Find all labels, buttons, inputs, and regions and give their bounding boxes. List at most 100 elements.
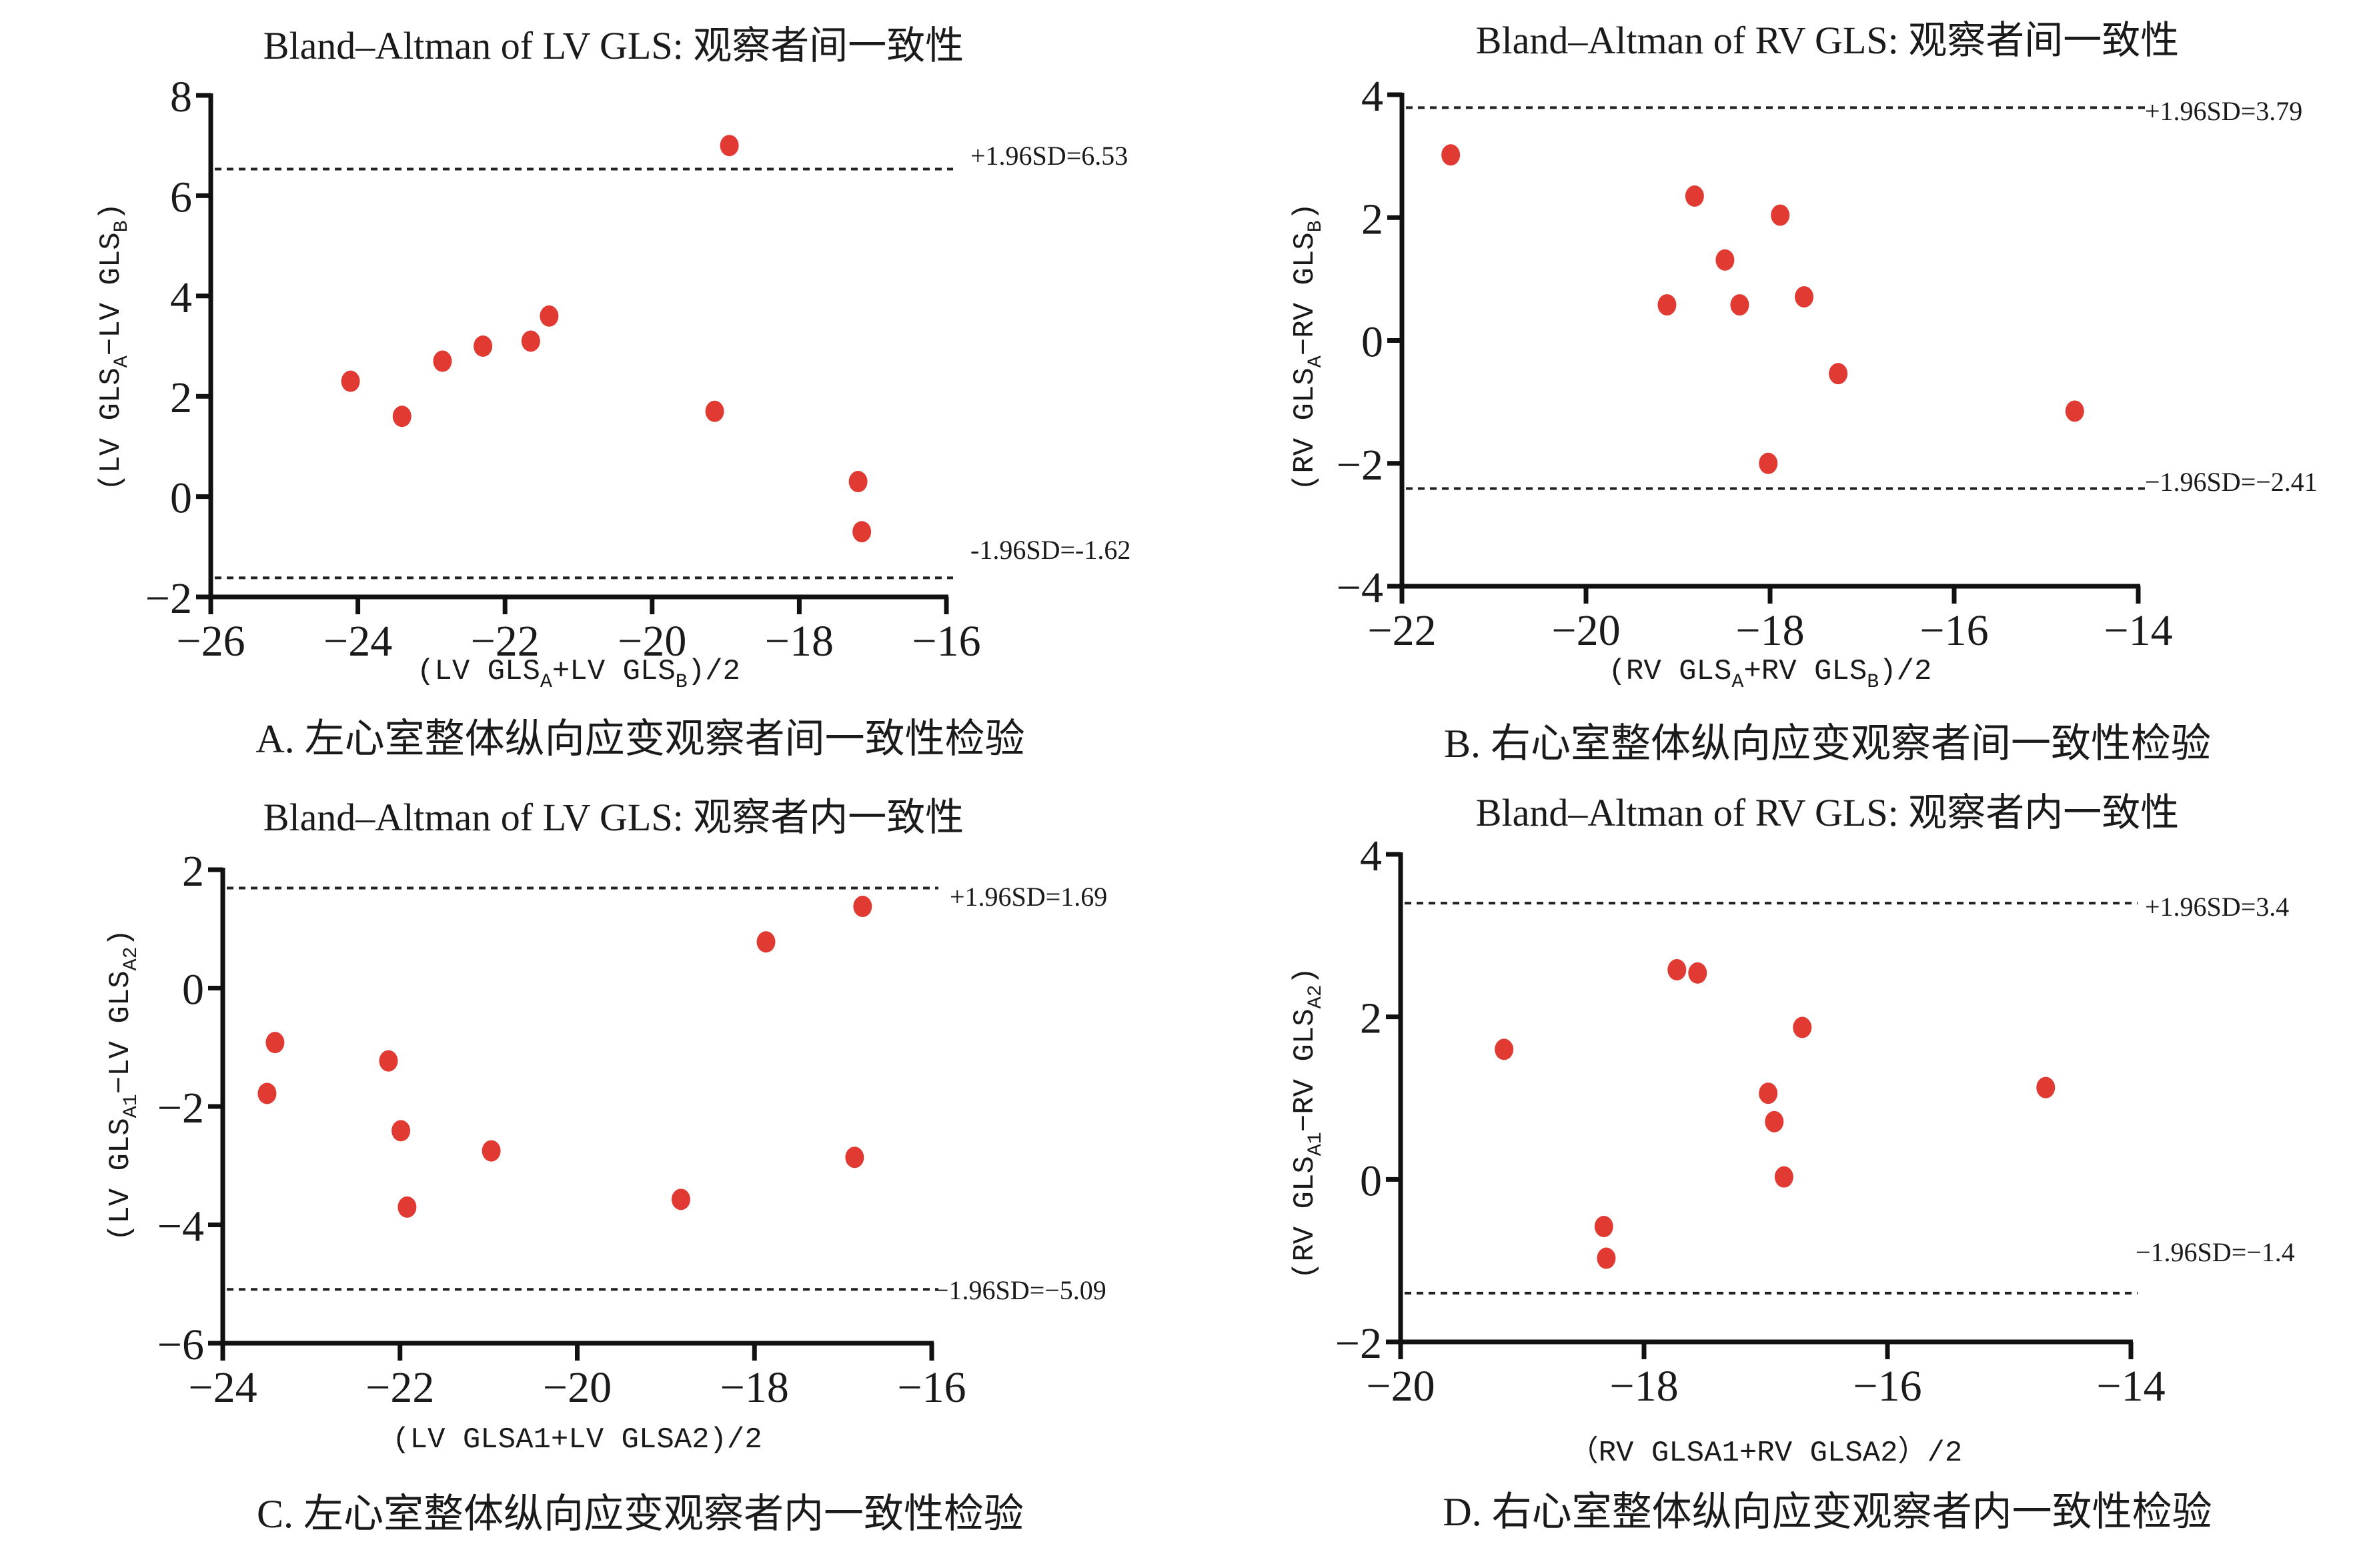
label-part: ) (95, 203, 128, 220)
x-tick-label: −18 (765, 617, 834, 666)
label-part: (LV GLS (417, 655, 540, 688)
label-subscript: B (1305, 220, 1327, 232)
x-tick-label: −18 (1735, 606, 1804, 655)
y-tick-label: 4 (1360, 832, 1382, 880)
label-part: +LV GLS (552, 655, 676, 688)
upper-loa-label: +1.96SD=1.69 (950, 882, 1107, 912)
data-point (756, 931, 776, 953)
panel-caption: A. 左心室整体纵向应变观察者间一致性检验 (255, 717, 1024, 761)
lower-loa-label: −1.96SD=−5.09 (934, 1275, 1106, 1305)
y-tick-label: −2 (1335, 1319, 1382, 1368)
y-tick-label: 2 (182, 847, 204, 896)
data-point (1765, 1110, 1784, 1132)
data-point (482, 1140, 501, 1162)
label-subscript: A2 (120, 946, 143, 970)
y-tick-label: −2 (157, 1084, 204, 1132)
x-tick-label: −18 (720, 1363, 789, 1412)
data-point (720, 135, 739, 157)
label-part: (RV GLS (1609, 655, 1732, 688)
label-subscript: A (1731, 671, 1743, 694)
data-point (341, 370, 360, 392)
x-tick-label: −16 (912, 617, 980, 666)
label-subscript: B (1867, 671, 1879, 694)
panel-caption: C. 左心室整体纵向应变观察者内一致性检验 (257, 1492, 1024, 1536)
label-part: −RV GLS (1289, 232, 1322, 355)
data-point (1829, 363, 1848, 385)
data-point (1594, 1215, 1613, 1237)
y-tick-label: 0 (170, 474, 192, 523)
data-point (1759, 1082, 1778, 1104)
label-part: −LV GLS (95, 232, 128, 355)
y-tick-label: 2 (1361, 195, 1383, 243)
data-point (2065, 400, 2084, 422)
label-part: (LV GLS (104, 1118, 137, 1241)
panel-c: Bland–Altman of LV GLS: 观察者内一致性−6−4−202−… (104, 796, 1107, 1536)
y-tick-label: 2 (170, 373, 192, 422)
x-tick-label: −14 (2096, 1362, 2165, 1411)
data-point (1730, 294, 1749, 316)
chart-title: Bland–Altman of RV GLS: 观察者内一致性 (1476, 791, 2179, 834)
label-part: −LV GLS (104, 970, 137, 1094)
data-point (1771, 204, 1790, 226)
y-axis-label: (LV GLSA1−LV GLSA2) (104, 929, 143, 1241)
data-point (848, 471, 868, 493)
label-part: (RV GLS (1289, 1156, 1322, 1279)
x-tick-label: −22 (365, 1363, 434, 1412)
label-part: (LV GLS (95, 367, 128, 491)
data-point (1759, 452, 1778, 474)
x-tick-label: −16 (1919, 606, 1988, 655)
lower-loa-label: −1.96SD=−2.41 (2145, 467, 2318, 497)
y-axis-label: (RV GLSA1−RV GLSA2) (1289, 967, 1327, 1279)
data-point (1715, 249, 1735, 271)
label-part: )/2 (1879, 655, 1931, 688)
y-tick-label: 8 (170, 73, 192, 121)
data-point (671, 1189, 690, 1211)
panel-caption: B. 右心室整体纵向应变观察者间一致性检验 (1444, 722, 2211, 766)
data-point (1667, 959, 1687, 981)
data-point (1685, 185, 1704, 207)
x-tick-label: −22 (1367, 606, 1436, 655)
label-subscript: A2 (1305, 984, 1327, 1008)
chart-title: Bland–Altman of LV GLS: 观察者内一致性 (263, 796, 964, 839)
data-point (392, 406, 412, 428)
label-part: ) (1289, 203, 1322, 220)
y-tick-label: 4 (1361, 72, 1383, 121)
x-tick-label: −20 (543, 1363, 612, 1412)
data-point (853, 896, 872, 918)
upper-loa-label: +1.96SD=3.4 (2145, 892, 2289, 922)
chart-title: Bland–Altman of LV GLS: 观察者间一致性 (263, 24, 964, 67)
lower-loa-label: −1.96SD=−1.4 (2136, 1237, 2295, 1267)
x-tick-label: −20 (618, 617, 686, 666)
y-tick-label: 4 (170, 273, 192, 322)
chart-title: Bland–Altman of RV GLS: 观察者间一致性 (1476, 19, 2179, 62)
data-point (474, 335, 493, 357)
label-subscript: A1 (120, 1094, 143, 1118)
x-axis-label: (RV GLSA+RV GLSB)/2 (1609, 655, 1932, 694)
x-tick-label: −16 (897, 1363, 966, 1412)
data-point (433, 350, 452, 372)
x-tick-label: −24 (188, 1363, 257, 1412)
data-point (265, 1032, 285, 1054)
y-tick-label: 0 (182, 966, 204, 1014)
label-part: ) (104, 929, 137, 946)
label-part: +RV GLS (1743, 655, 1867, 688)
data-point (705, 400, 724, 422)
x-tick-label: −26 (176, 617, 245, 666)
data-point (521, 330, 540, 352)
data-point (1774, 1166, 1793, 1188)
x-tick-label: −22 (471, 617, 540, 666)
data-point (2036, 1076, 2056, 1098)
data-point (379, 1050, 398, 1072)
data-point (398, 1196, 417, 1218)
x-axis-label: (LV GLSA1+LV GLSA2)/2 (392, 1423, 762, 1457)
upper-loa-label: +1.96SD=3.79 (2145, 96, 2302, 126)
label-subscript: B (676, 671, 688, 694)
label-subscript: A1 (1305, 1132, 1327, 1156)
label-part: −RV GLS (1289, 1008, 1322, 1132)
y-axis-label: (RV GLSA−RV GLSB) (1289, 203, 1327, 491)
x-tick-label: −14 (2104, 606, 2172, 655)
data-point (1795, 286, 1814, 308)
y-tick-label: 0 (1361, 318, 1383, 367)
upper-loa-label: +1.96SD=6.53 (970, 141, 1128, 171)
panel-a: Bland–Altman of LV GLS: 观察者间一致性−202468−2… (95, 24, 1130, 761)
